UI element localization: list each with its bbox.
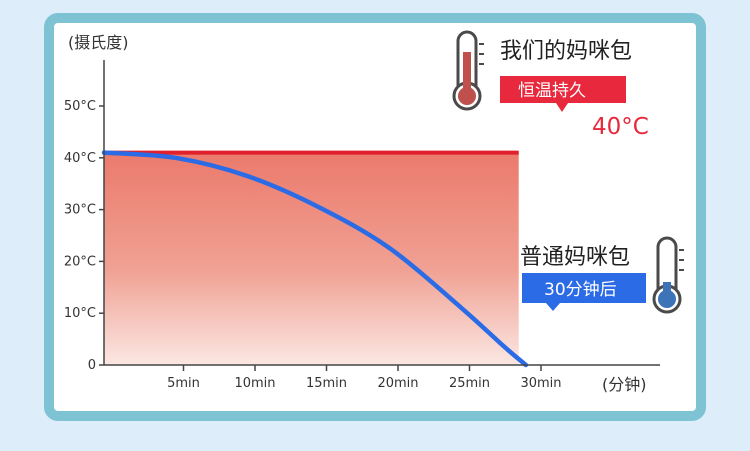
- x-tick-label: 30min: [520, 376, 561, 391]
- regular-annotation: 普通妈咪包 30分钟后: [520, 236, 684, 314]
- ours-annotation-title: 我们的妈咪包: [500, 39, 632, 64]
- ours-badge: 恒温持久: [500, 76, 626, 112]
- regular-badge: 30分钟后: [522, 273, 646, 311]
- thermometer-icon: [452, 30, 484, 111]
- plot-area: [101, 150, 529, 368]
- ours-temperature-readout: 40°C: [592, 114, 649, 140]
- x-tick-label: 15min: [306, 376, 347, 391]
- y-axis-title: (摄氏度): [68, 33, 129, 52]
- x-tick-label: 25min: [449, 376, 490, 391]
- x-axis-title: (分钟): [602, 375, 647, 394]
- thermometer-icon: [652, 236, 684, 314]
- ours-series-area: [104, 152, 519, 365]
- axes: [99, 60, 660, 371]
- y-tick-label: 40°C: [64, 151, 96, 166]
- x-tick-label: 20min: [377, 376, 418, 391]
- regular-series-line: [101, 150, 529, 368]
- y-tick-label: 20°C: [64, 254, 96, 269]
- y-tick-label: 50°C: [64, 99, 96, 114]
- tick-labels: 0 10°C 20°C 30°C 40°C 50°C 5min 10min 15min 20min…: [64, 99, 562, 391]
- regular-badge-text: 30分钟后: [544, 280, 617, 300]
- ours-badge-text: 恒温持久: [518, 81, 586, 101]
- regular-annotation-title: 普通妈咪包: [520, 245, 630, 270]
- x-tick-label: 5min: [167, 376, 200, 391]
- x-tick-label: 10min: [234, 376, 275, 391]
- y-tick-label: 10°C: [64, 306, 96, 321]
- ours-annotation: 我们的妈咪包 恒温持久 40°C: [452, 30, 649, 140]
- y-tick-label: 0: [88, 358, 96, 373]
- y-tick-label: 30°C: [64, 203, 96, 218]
